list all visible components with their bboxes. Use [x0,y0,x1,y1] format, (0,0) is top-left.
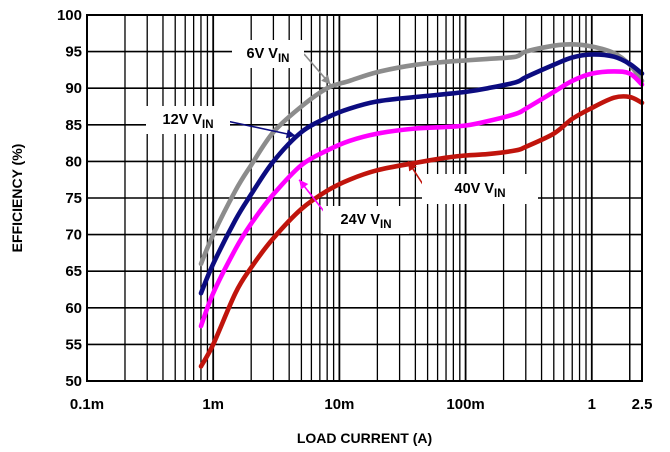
x-tick-label: 2.5 [632,396,653,413]
callout-leader [221,119,296,137]
callout-12v: 12V VIN [146,106,296,139]
callout-6v: 6V VIN [232,40,332,86]
series-callouts: 6V VIN 12V VIN 24V VIN 40V VIN [146,40,538,234]
series-line-12v [198,52,645,296]
x-tick-label: 10m [324,396,354,413]
callout-arrowhead [408,161,417,172]
callout-background [422,174,538,204]
y-axis-label: EFFICIENCY (%) [9,144,25,253]
callout-arrowhead [321,74,331,85]
callout-label: 40V VIN [455,181,506,200]
plot-frame [86,14,643,382]
callout-background [232,40,304,68]
callout-arrowhead [285,129,296,139]
callout-background [323,206,409,234]
efficiency-curves [198,41,645,369]
y-tick-label: 65 [65,263,82,280]
y-tick-label: 95 [65,44,82,61]
callout-arrowhead [299,179,309,190]
y-tick-label: 60 [65,300,82,317]
callout-40v: 40V VIN [407,160,538,204]
x-tick-label: 0.1m [70,396,104,413]
series-line-40v [198,94,645,369]
callout-label: 6V VIN [247,46,290,65]
x-tick-labels: 0.1m 1m 10m 100m 1 2.5 [70,396,653,413]
y-tick-label: 75 [65,190,82,207]
series-line-6v [198,41,645,267]
callout-24v: 24V VIN [298,179,409,234]
y-tick-labels: 50 55 60 65 70 75 80 85 90 95 100 [57,7,82,390]
y-tick-label: 90 [65,80,82,97]
y-tick-label: 80 [65,153,82,170]
x-tick-label: 1m [202,396,224,413]
series-line-24v [198,69,645,329]
callout-label: 24V VIN [341,212,392,231]
x-tick-label: 1 [588,396,596,413]
y-tick-label: 55 [65,336,82,353]
x-axis-label: LOAD CURRENT (A) [297,430,432,446]
y-tick-label: 85 [65,117,82,134]
y-tick-label: 70 [65,227,82,244]
y-tick-label: 50 [65,373,82,390]
callout-background [146,106,230,134]
y-tick-label: 100 [57,7,82,24]
callout-label: 12V VIN [163,112,214,131]
x-tick-label: 100m [446,396,484,413]
